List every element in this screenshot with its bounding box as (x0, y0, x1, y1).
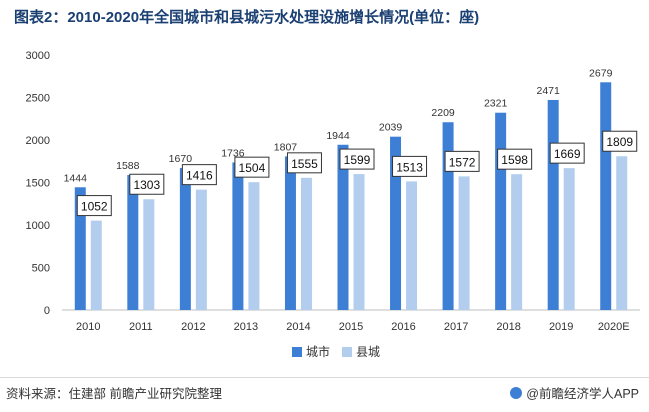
data-label-county: 1809 (606, 135, 633, 149)
y-tick-label: 3000 (26, 50, 50, 62)
legend-swatch-county (342, 347, 352, 357)
bar-county (353, 174, 365, 310)
source-note: 资料来源：住建部 前瞻产业研究院整理 (6, 387, 222, 401)
data-label-county: 1598 (501, 153, 528, 167)
data-label-county: 1555 (291, 157, 318, 171)
bar-city (74, 187, 86, 310)
data-label-box-county (286, 152, 322, 174)
bar-county (563, 168, 575, 310)
data-label-county: 1572 (449, 155, 476, 169)
data-label-county: 1599 (344, 153, 371, 167)
footer-divider (0, 377, 649, 378)
bar-county (458, 176, 470, 310)
x-tick-label: 2011 (129, 321, 153, 333)
data-label-city: 1588 (116, 160, 140, 172)
data-label-box-county (497, 148, 533, 170)
data-label-box-county (602, 130, 638, 152)
bar-city (232, 162, 244, 310)
legend-label-city: 城市 (306, 344, 330, 359)
data-label-box-county (339, 148, 375, 170)
data-label-box-county (76, 195, 112, 217)
x-tick-label: 2010 (76, 321, 100, 333)
data-label-city: 1944 (326, 130, 350, 142)
x-tick-label: 2018 (496, 321, 520, 333)
data-label-city: 2321 (484, 98, 508, 110)
data-label-county: 1669 (554, 147, 581, 161)
x-tick-label: 2020E (598, 321, 630, 333)
y-tick-label: 500 (32, 263, 50, 275)
brand-credit: @前瞻经济学人APP (510, 383, 639, 402)
brand-logo-icon (510, 386, 523, 399)
bar-city (179, 168, 191, 310)
data-label-city: 1444 (64, 172, 88, 184)
bar-county (511, 174, 523, 310)
data-label-county: 1052 (81, 200, 108, 214)
data-label-box-county (129, 173, 165, 195)
data-label-city: 1807 (274, 141, 298, 153)
data-label-box-county (181, 164, 217, 186)
data-label-county: 1504 (239, 161, 266, 175)
bar-county (300, 177, 312, 310)
data-label-box-county (444, 150, 480, 172)
bar-city (600, 82, 612, 310)
bar-county (195, 189, 207, 310)
data-label-county: 1513 (396, 160, 423, 174)
bar-city (337, 144, 349, 310)
data-label-city: 2679 (589, 67, 613, 79)
chart-title: 图表2：2010-2020年全国城市和县城污水处理设施增长情况(单位：座) (14, 9, 480, 26)
y-tick-label: 1000 (26, 220, 50, 232)
x-tick-label: 2019 (549, 321, 573, 333)
legend-swatch-city (292, 347, 302, 357)
bar-city (547, 99, 559, 310)
data-label-city: 1670 (169, 153, 193, 165)
y-tick-label: 1500 (26, 178, 50, 190)
bar-city (284, 156, 296, 310)
bar-city (495, 112, 507, 310)
y-tick-label: 2500 (26, 93, 50, 105)
bar-city (127, 175, 139, 310)
data-label-county: 1303 (133, 178, 160, 192)
bar-county (143, 199, 155, 310)
data-label-city: 2471 (537, 85, 561, 97)
x-tick-label: 2017 (444, 321, 468, 333)
y-tick-label: 2000 (26, 135, 50, 147)
x-tick-label: 2013 (234, 321, 258, 333)
x-tick-label: 2012 (181, 321, 205, 333)
data-label-city: 2039 (379, 122, 403, 134)
bar-county (406, 181, 418, 310)
brand-text: @前瞻经济学人APP (526, 387, 639, 401)
bar-county (90, 220, 102, 310)
x-tick-label: 2014 (286, 321, 310, 333)
y-tick-label: 0 (44, 305, 50, 317)
x-tick-label: 2015 (339, 321, 363, 333)
bar-county (248, 182, 260, 310)
data-label-box-county (234, 156, 270, 178)
bar-city (442, 122, 454, 310)
data-label-city: 1736 (221, 147, 245, 159)
data-label-box-county (549, 142, 585, 164)
data-label-box-county (392, 155, 428, 177)
data-label-city: 2209 (431, 107, 455, 119)
bar-county (616, 156, 628, 310)
legend-label-county: 县城 (356, 345, 380, 359)
bar-city (390, 136, 402, 310)
data-label-county: 1416 (186, 169, 213, 183)
x-tick-label: 2016 (391, 321, 415, 333)
